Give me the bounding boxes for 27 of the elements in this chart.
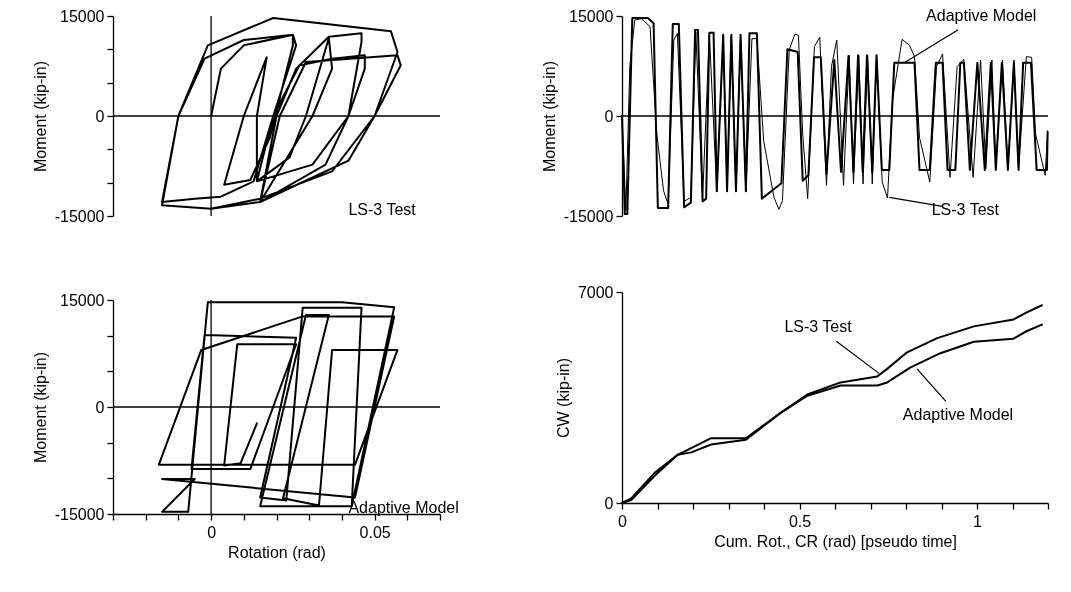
annotation: Adaptive Model <box>348 499 459 516</box>
x-tick-label: 0.5 <box>788 512 812 530</box>
y-axis-title: Moment (kip-in) <box>540 60 558 173</box>
y-tick-label: 7000 <box>577 283 614 301</box>
annotation: Adaptive Model <box>902 405 1014 423</box>
annotation: LS-3 Test <box>348 201 417 218</box>
annotation: LS-3 Test <box>931 201 1000 219</box>
y-tick-label: 15000 <box>569 7 614 25</box>
y-tick-label: -15000 <box>54 207 105 225</box>
y-tick-label: 15000 <box>60 291 105 309</box>
x-tick-label: 0 <box>618 512 628 530</box>
x-tick-label: 1 <box>973 512 983 530</box>
annotation: LS-3 Test <box>784 318 853 336</box>
y-tick-label: -15000 <box>54 505 105 523</box>
y-tick-label: 0 <box>95 107 105 125</box>
annotation: Adaptive Model <box>926 6 1037 24</box>
y-axis-title: Moment (kip-in) <box>31 351 49 464</box>
y-tick-label: -15000 <box>563 207 614 225</box>
x-axis-title: Cum. Rot., CR (rad) [pseudo time] <box>714 532 957 550</box>
y-tick-label: 0 <box>604 107 614 125</box>
y-axis-title: CW (kip-in) <box>554 358 572 438</box>
y-tick-label: 15000 <box>60 7 105 25</box>
x-tick-label: 0.05 <box>359 523 391 541</box>
y-axis-title: Moment (kip-in) <box>31 60 49 173</box>
y-tick-label: 0 <box>604 494 614 512</box>
x-axis-title: Rotation (rad) <box>228 543 326 561</box>
y-tick-label: 0 <box>95 398 105 416</box>
